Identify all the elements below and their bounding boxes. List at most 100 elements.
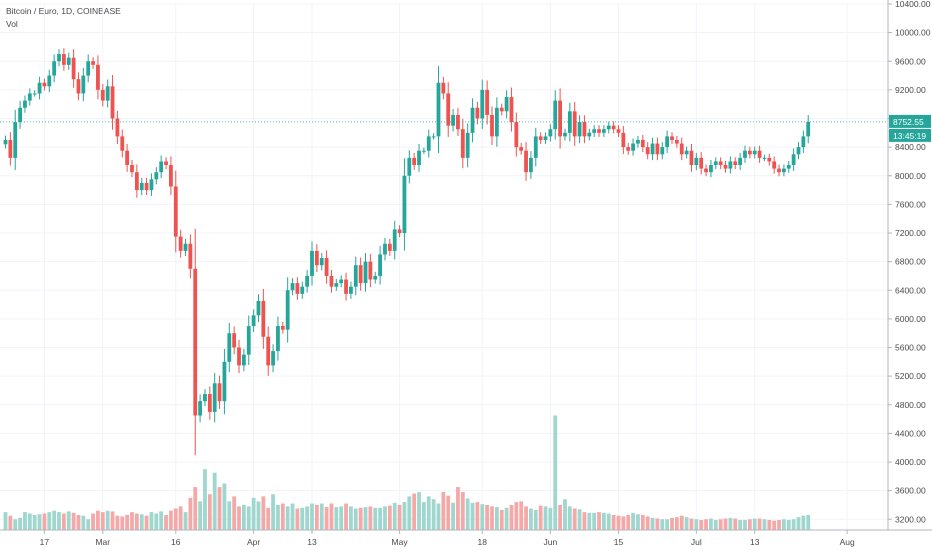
volume-bar [37,514,42,530]
volume-bar [52,510,57,530]
volume-bar [310,503,314,530]
candle-up [305,275,310,287]
volume-bar [601,512,606,530]
volume-bar [349,506,353,530]
volume-bar [752,518,757,530]
volume-bar [567,506,572,530]
x-tick-label: 13 [750,537,760,547]
candle-up [553,100,558,130]
volume-bar [358,507,363,530]
volume-bar [679,515,684,530]
volume-bar [66,511,71,530]
candle-up [796,147,801,155]
candle-up [801,136,806,148]
volume-bar [164,514,168,530]
candle-up [241,354,246,366]
y-tick-label: 8400.00 [895,142,926,152]
y-tick-label: 6400.00 [895,285,926,295]
candle-up [57,54,61,62]
volume-bar [543,506,548,530]
y-tick-label: 3600.00 [895,486,926,496]
candle-up [290,283,295,291]
candle-up [543,136,548,140]
price-axis[interactable]: 3200.00 3600.00 4000.00 4400.00 4800.00 5200.… [887,0,931,530]
volume-bar [582,512,587,530]
volume-bar [631,512,635,530]
candle-up [421,150,426,152]
y-tick-label: 6000.00 [895,314,926,324]
candle-down [689,150,694,166]
candle-up [806,121,811,137]
volume-bar [378,507,383,530]
candle-up [782,168,786,173]
y-tick-label: 7200.00 [895,228,926,238]
volume-bar [733,518,738,530]
candle-up [426,136,431,151]
candle-up [529,157,533,173]
candle-down [460,129,465,158]
candle-up [18,107,22,123]
symbol-title[interactable]: Bitcoin / Euro, 1D, COINBASE [6,6,121,16]
volume-bar [485,504,490,530]
y-tick-label: 4000.00 [895,457,926,467]
last-price-tag [889,114,931,128]
volume-bar [743,519,747,530]
candle-up [227,333,232,362]
volume-bar [509,504,514,530]
volume-bar [538,505,543,530]
y-tick-label: 10400.00 [895,0,931,9]
x-tick-label: May [392,537,409,547]
candle-down [115,118,120,137]
candle-down [446,93,451,126]
candle-up [198,401,202,416]
y-tick-label: 5200.00 [895,371,926,381]
volume-bar [159,511,164,530]
volume-bar [417,492,421,530]
y-tick-label: 5600.00 [895,343,926,353]
countdown-label: 13:45:19 [893,131,926,141]
volume-label[interactable]: Vol [6,19,18,29]
volume-bar [295,508,300,530]
volume-bar [47,512,52,530]
candle-up [105,86,110,101]
candle-up [587,132,592,137]
volume-bar [261,496,266,530]
candle-down [110,86,115,119]
volume-bar [592,512,597,530]
candle-up [786,165,791,169]
candle-down [485,89,490,115]
volume-bar [621,516,626,530]
candle-down [718,161,723,166]
volume-bar [782,519,786,530]
time-axis[interactable]: 17 Mar 16 Apr 13 May 18 Jun 15 Jul 13 Aug [0,529,932,547]
volume-bar [402,502,407,530]
volume-bar [563,499,567,530]
last-price-label: 8752.55 [893,117,924,127]
volume-bar [436,503,441,530]
candle-up [407,157,412,176]
volume-bar [61,513,66,530]
candle-down [188,243,193,269]
volume-bar [334,507,339,530]
volume-bar [475,502,480,530]
candle-up [752,150,757,155]
volume-bar [553,415,558,530]
volume-bar [100,512,105,530]
candle-up [349,286,353,294]
candle-down [71,57,76,80]
candle-down [640,139,645,148]
candle-down [266,336,271,366]
volume-bar [13,519,18,530]
candle-down [134,172,139,191]
volume-bar [606,513,611,530]
volume-bar [713,519,718,530]
candle-down [538,136,543,140]
volume-bar [665,519,670,530]
volume-bar [81,515,86,530]
volume-bar [572,508,577,530]
candle-up [66,57,71,65]
volume-bar [426,496,431,530]
volume-bar [757,518,762,530]
candle-up [436,82,441,137]
